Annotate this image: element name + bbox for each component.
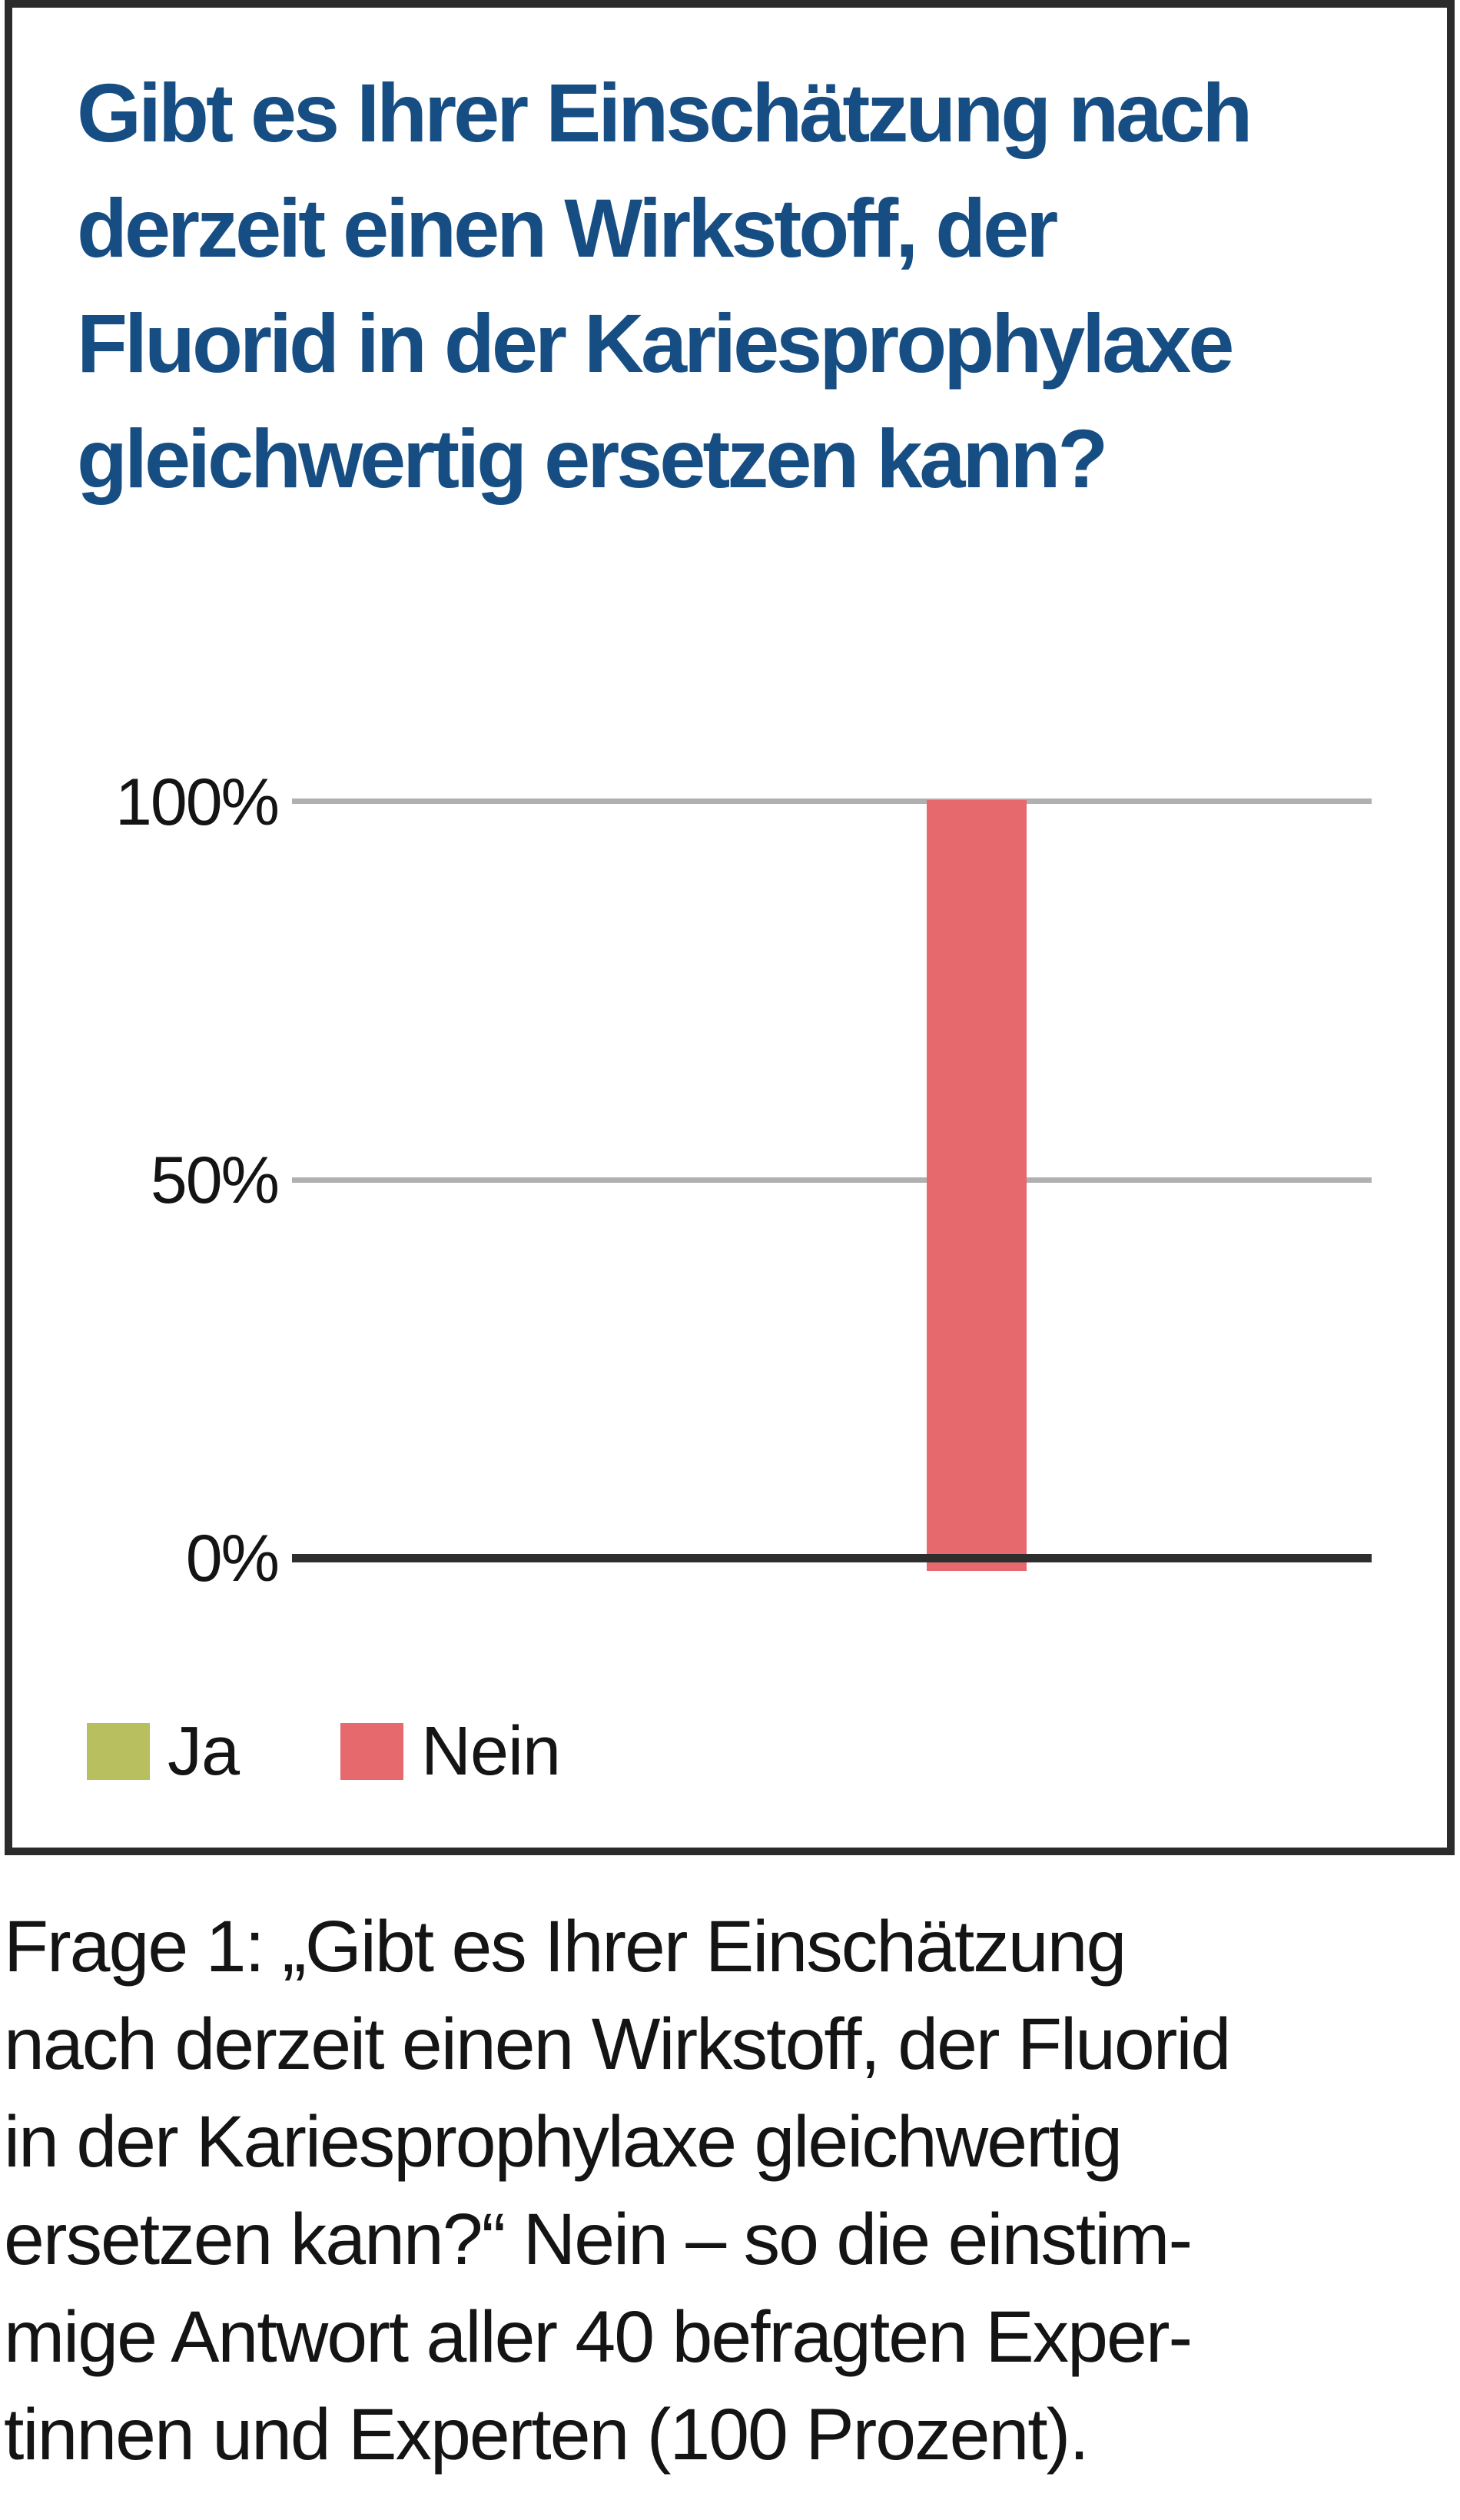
chart-title-line-4: gleichwertig ersetzen kann?: [77, 401, 1414, 516]
caption-line-4: ersetzen kann?“ Nein – so die einstim-: [4, 2191, 1458, 2289]
legend-swatch-nein: [340, 1723, 403, 1780]
caption-line-1: Frage 1: „Gibt es Ihrer Einschätzung: [4, 1898, 1458, 1996]
chart-title-line-1: Gibt es Ihrer Einschätzung nach: [77, 55, 1414, 171]
y-tick-label-50: 50%: [63, 1140, 278, 1220]
caption-line-5: mige Antwort aller 40 befragten Exper-: [4, 2289, 1458, 2386]
chart-title-line-3: Fluorid in der Kariesprophylaxe: [77, 286, 1414, 401]
gridline-50: [292, 1177, 1372, 1183]
figure-canvas: Gibt es Ihrer Einschätzung nach derzeit …: [0, 0, 1460, 2520]
caption-line-6: tinnen und Experten (100 Prozent).: [4, 2386, 1458, 2484]
legend-label-ja: Ja: [168, 1723, 239, 1780]
chart-title: Gibt es Ihrer Einschätzung nach derzeit …: [77, 55, 1414, 516]
bar-nein: [927, 800, 1027, 1571]
gridline-100: [292, 798, 1372, 804]
caption-line-2: nach derzeit einen Wirkstoff, der Fluori…: [4, 1996, 1458, 2093]
caption-line-3: in der Kariesprophylaxe gleichwertig: [4, 2093, 1458, 2191]
y-tick-label-0: 0%: [63, 1519, 278, 1599]
legend-swatch-ja: [87, 1723, 150, 1780]
chart-title-line-2: derzeit einen Wirkstoff, der: [77, 171, 1414, 286]
legend-label-nein: Nein: [421, 1723, 560, 1780]
figure-box: Gibt es Ihrer Einschätzung nach derzeit …: [5, 0, 1455, 1855]
y-tick-label-100: 100%: [63, 762, 278, 842]
x-axis-baseline: [292, 1554, 1372, 1562]
figure-caption: Frage 1: „Gibt es Ihrer Einschätzung nac…: [4, 1898, 1458, 2484]
